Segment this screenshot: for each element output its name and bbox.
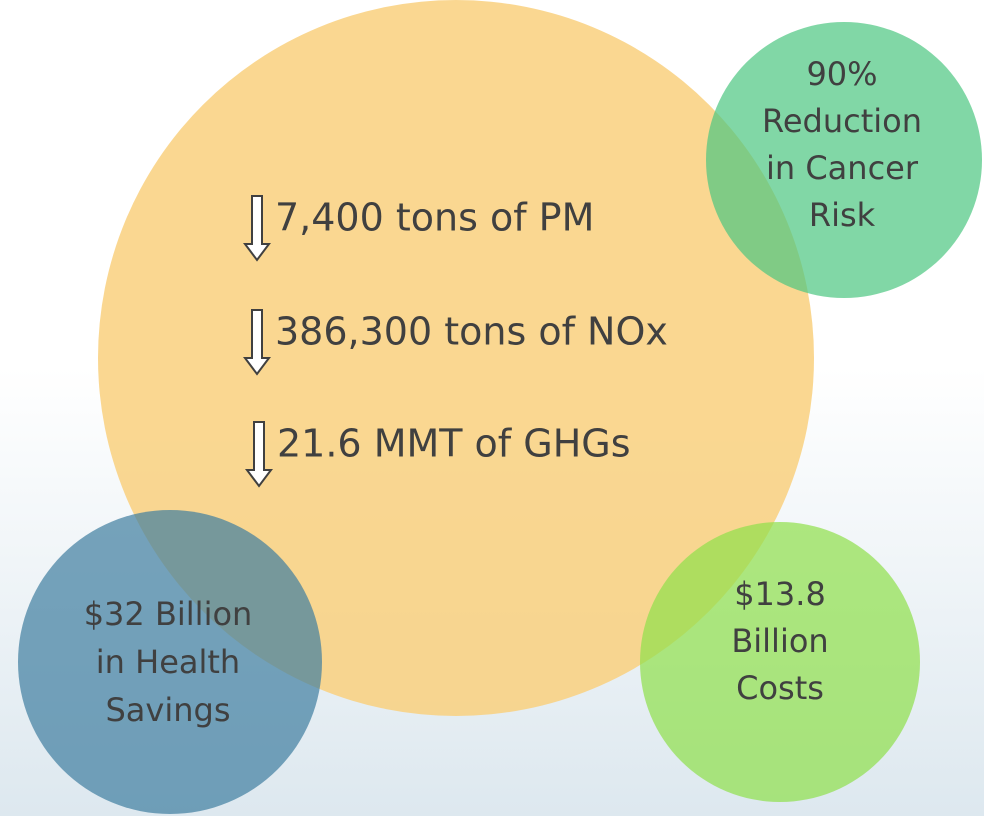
bubble-line: Risk (809, 196, 876, 234)
bubble-line: Reduction (762, 102, 922, 140)
main-circle (98, 0, 814, 716)
bubble-line: $13.8 (734, 575, 826, 613)
item: 7,400 tons of PM (275, 196, 594, 240)
bubble-line: Billion (731, 622, 828, 660)
bubble-line: 90% (806, 55, 877, 93)
bubble-line: Savings (105, 691, 230, 729)
health-circle (18, 510, 322, 814)
cost-circle (640, 522, 920, 802)
item: 386,300 tons of NOx (275, 310, 668, 354)
item: 21.6 MMT of GHGs (277, 422, 631, 466)
bubble-line: $32 Billion (84, 595, 253, 633)
bubble-line: in Health (96, 643, 240, 681)
cancer-circle (706, 22, 982, 298)
bubble-line: in Cancer (766, 149, 919, 187)
bubble-line: Costs (736, 669, 824, 707)
